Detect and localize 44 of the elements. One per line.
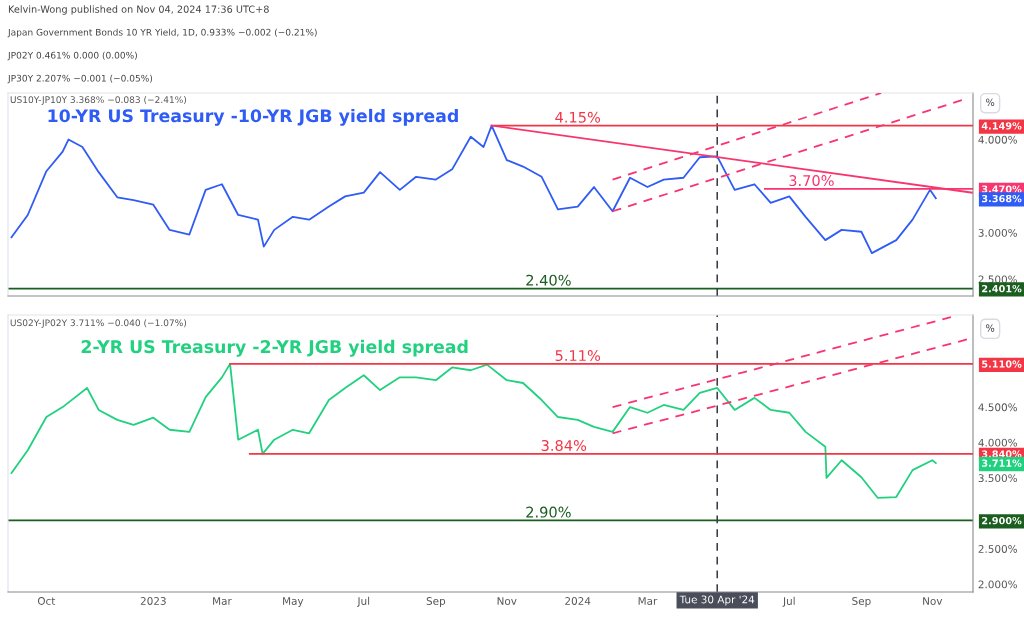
y2-tick-label: 2.401%	[982, 284, 1022, 293]
y-tick-label: 4.000%	[978, 135, 1017, 144]
text: 10-YR US Treasury -10-YR JGB yield spread	[48, 108, 458, 126]
annotation: 3.70%	[789, 175, 834, 187]
y2-tick-label: 3.711%	[981, 459, 1022, 467]
text: Japan Government Bonds 10 YR Yield, 1D, 0.933% −0.002 (−0.21%)	[7, 28, 317, 38]
x-tick-label: 2024	[565, 597, 591, 605]
y2-tick-label: 3.470%	[981, 185, 1022, 193]
x-tick-label: Oct	[37, 597, 56, 605]
y-tick-label: 2.500%	[978, 275, 1017, 284]
y2-tick-label: 3.368%	[981, 194, 1022, 203]
y-tick-label: 3.500%	[978, 474, 1017, 483]
x-tick-label: Nov	[497, 597, 517, 605]
annotation: 4.15%	[555, 111, 601, 123]
chart-subtitle: US02Y-JP02Y 3.711% −0.040 (−1.07%)	[10, 319, 187, 328]
x-tick-label: Sep	[426, 597, 446, 607]
y-tick-label: 2.000%	[978, 580, 1017, 589]
chart-subtitle: US10Y-JP10Y 3.368% −0.083 (−2.41%)	[10, 96, 187, 105]
y-tick-label: 3.000%	[978, 228, 1017, 237]
y-axis-title: %	[986, 98, 995, 106]
ref-line-label: 2.40%	[526, 274, 571, 286]
x-tick-label: Jul	[356, 596, 370, 607]
y-tick-label: 4.500%	[978, 403, 1017, 412]
text: JP02Y 0.461% 0.000 (0.00%)	[7, 51, 137, 61]
ref-line-label: 2.90%	[526, 506, 571, 518]
x-tick-label: Sep	[852, 597, 871, 607]
text: 2-YR US Treasury -2-YR JGB yield spread	[81, 339, 468, 357]
y2-tick-label: 2.900%	[982, 516, 1022, 525]
y2-tick-label: 5.110%	[982, 360, 1022, 368]
x-tick-label: 2023	[140, 597, 166, 605]
y-tick-label: 2.500%	[978, 545, 1017, 553]
x-tick-label: Nov	[923, 597, 943, 605]
y2-tick-label: 4.149%	[981, 122, 1022, 130]
x-tick-label: Mar	[638, 597, 658, 605]
x-tick-label: Mar	[213, 597, 232, 605]
y-axis-title: %	[986, 324, 995, 332]
y-tick-label: 4.000%	[978, 438, 1017, 447]
text: JP30Y 2.207% −0.001 (−0.05%)	[7, 74, 153, 84]
text: Kelvin-Wong published on Nov 04, 2024 17:36 UTC+8	[8, 5, 269, 15]
x-tick-label: Jul	[782, 596, 795, 607]
x-tick-label: May	[283, 597, 304, 607]
ref-line-label: Tue 30 Apr '24	[679, 595, 755, 606]
annotation: 3.84%	[541, 440, 587, 452]
annotation: 5.11%	[555, 350, 601, 362]
